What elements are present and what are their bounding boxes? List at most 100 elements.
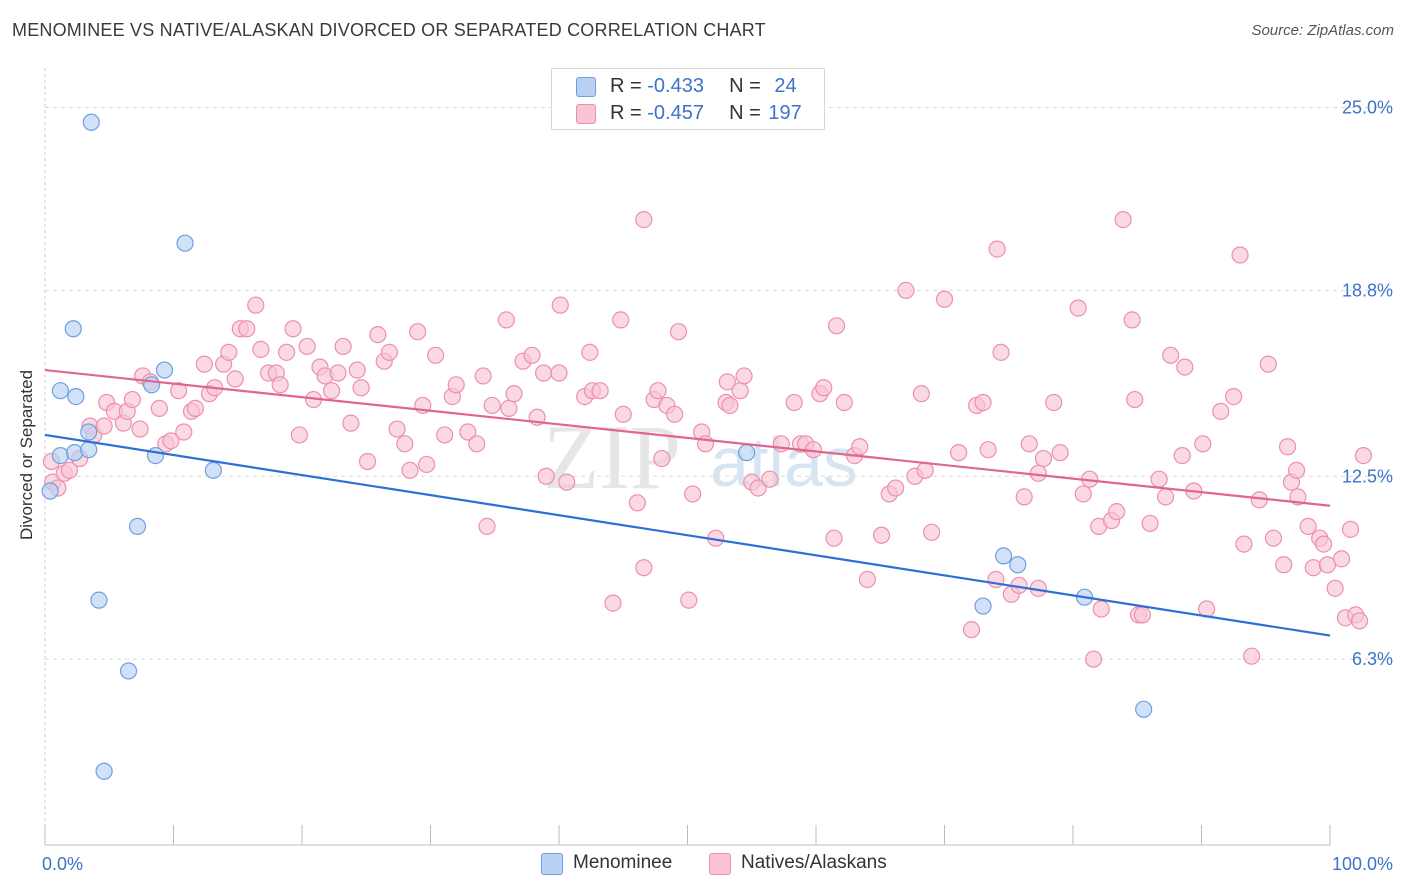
natives-alaskans-point [835,393,853,412]
natives-alaskans-point [731,382,749,400]
natives-alaskans-point [247,296,265,314]
natives-alaskans-point [912,385,930,403]
series-legend: Menominee Natives/Alaskans [0,852,1406,878]
natives-alaskans-point [60,461,79,479]
natives-alaskans-point [858,570,877,589]
natives-alaskans-point [1150,470,1168,488]
natives-alaskans-point [238,320,256,338]
natives-alaskans-point [290,426,309,444]
natives-alaskans-point [1332,550,1351,568]
natives-alaskans-point [1141,514,1159,533]
natives-alaskans-point [669,323,688,341]
natives-alaskans-point [612,311,630,329]
natives-alaskans-point [897,281,915,299]
menominee-point [67,388,85,406]
natives-alaskans-point [162,432,180,450]
natives-alaskans-point [1092,600,1110,618]
y-tick-label: 12.5% [1342,466,1393,486]
natives-alaskans-point [277,343,296,361]
trend-line-natives-alaskans [44,368,1331,507]
natives-alaskans-point [150,399,168,417]
natives-alaskans-point [131,420,149,438]
menominee-point [1135,700,1153,718]
chart-title: MENOMINEE VS NATIVE/ALASKAN DIVORCED OR … [12,20,766,40]
natives-alaskans-point [1326,579,1344,597]
natives-alaskans-point [825,529,843,547]
natives-alaskans-point [284,320,302,338]
legend-label-menominee: Menominee [573,852,673,873]
menominee-point [82,113,100,131]
natives-alaskans-point [348,361,366,379]
trend-line-menominee [44,433,1331,637]
natives-alaskans-point [979,441,997,459]
natives-alaskans-point [718,373,736,391]
natives-alaskans-point [1173,447,1191,465]
natives-alaskans-point [962,621,981,639]
natives-alaskans-point [1314,535,1333,553]
menominee-point [204,461,222,479]
natives-alaskans-point [1108,503,1126,521]
natives-alaskans-point [872,526,891,544]
legend-r-label: R = [610,75,642,97]
natives-alaskans-point [649,382,667,400]
natives-alaskans-point [252,340,270,358]
natives-alaskans-point [988,240,1006,258]
natives-alaskans-point [1051,444,1069,462]
legend-swatch-natives-alaskans [709,853,731,875]
legend-n-label: N = [729,75,761,97]
natives-alaskans-point [352,379,370,397]
natives-alaskans-point [680,591,698,609]
menominee-point [41,482,59,500]
natives-alaskans-point [1114,211,1132,229]
menominee-point [65,444,84,462]
legend-n-value: 24 [774,75,797,97]
natives-alaskans-point [935,290,954,308]
natives-alaskans-point [436,426,454,444]
natives-alaskans-point [1020,435,1038,453]
natives-alaskans-point [992,343,1010,361]
natives-alaskans-point [334,337,352,356]
natives-alaskans-point [666,405,684,423]
natives-alaskans-point [447,376,465,394]
natives-alaskans-point [1069,299,1087,317]
natives-alaskans-point [1225,388,1243,406]
natives-alaskans-point [220,343,238,361]
legend-r-value: -0.433 [647,75,704,97]
natives-alaskans-point [974,393,992,412]
natives-alaskans-point [614,405,632,423]
natives-alaskans-point [1034,449,1053,468]
natives-alaskans-point [468,435,486,453]
natives-alaskans-point [1264,529,1283,547]
natives-alaskans-point [418,455,436,474]
natives-alaskans-point [721,396,739,415]
natives-alaskans-point [388,420,406,438]
natives-alaskans-point [1015,488,1033,506]
natives-alaskans-point [1133,606,1151,624]
natives-alaskans-point [1275,556,1293,574]
natives-alaskans-point [923,523,941,541]
x-tick-label: 0.0% [42,854,83,874]
natives-alaskans-point [322,382,341,400]
natives-alaskans-point [1045,393,1063,412]
natives-alaskans-point [1299,517,1317,536]
x-tick-label: 100.0% [1332,854,1393,874]
natives-alaskans-point [483,396,501,415]
menominee-point [80,441,98,459]
source-attribution: Source: ZipAtlas.com [1251,22,1394,39]
natives-alaskans-point [1235,535,1253,553]
natives-alaskans-point [749,479,767,497]
natives-alaskans-point [635,211,653,229]
natives-alaskans-point [523,346,541,364]
menominee-point [119,662,138,680]
natives-alaskans-point [500,399,518,417]
natives-alaskans-point [1231,246,1249,264]
natives-alaskans-point [1156,488,1175,506]
natives-alaskans-point [505,385,523,403]
natives-alaskans-point [95,417,113,435]
menominee-point [128,517,147,536]
natives-alaskans-point [175,423,193,441]
natives-alaskans-point [186,399,204,417]
menominee-point [95,762,113,780]
menominee-point [90,591,108,609]
natives-alaskans-point [1212,402,1230,420]
